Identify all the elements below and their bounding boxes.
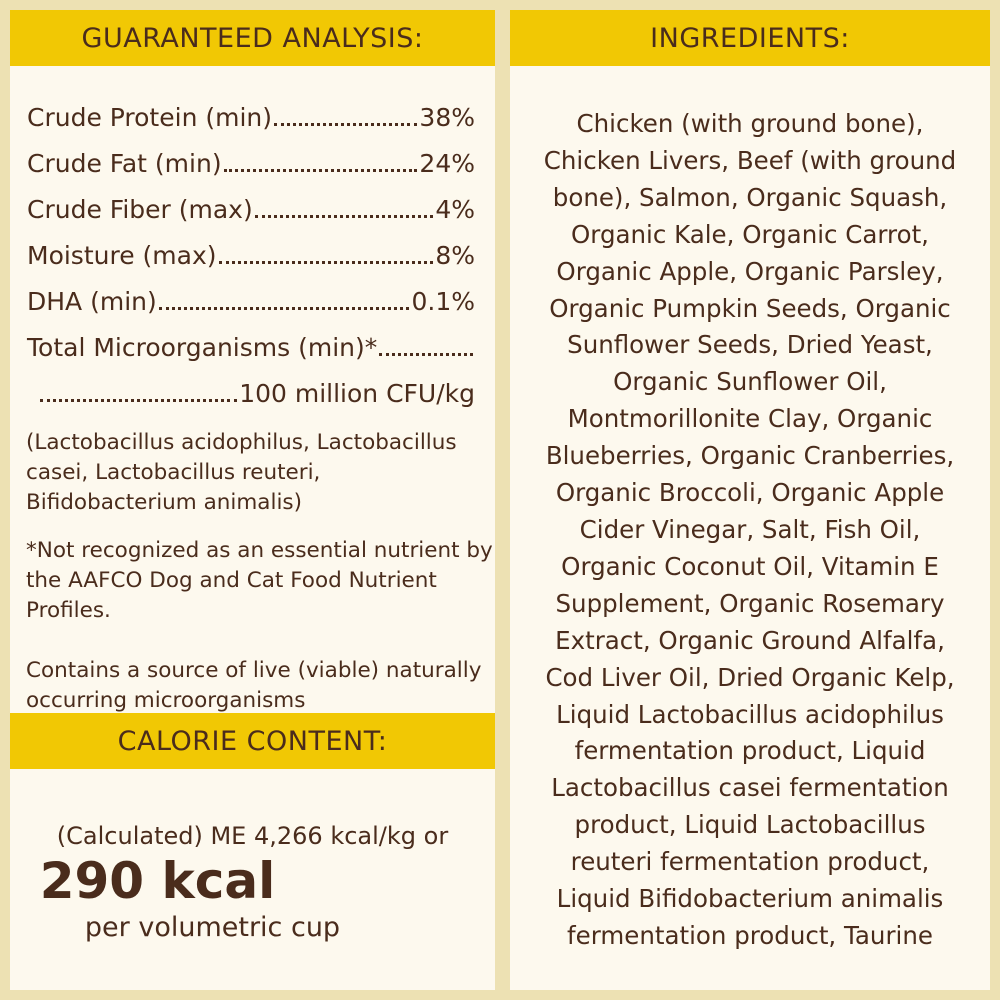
- ingredient-line: Supplement, Organic Rosemary: [555, 588, 945, 618]
- ingredient-line: Liquid Bifidobacterium animalis: [556, 884, 944, 914]
- ingredient-line: Montmorillonite Clay, Organic: [567, 404, 933, 434]
- leader-dots: [223, 169, 418, 172]
- ingredients-panel: INGREDIENTS: Chicken (with ground bone),…: [510, 10, 990, 990]
- analysis-row: Crude Fat (min) 24%: [27, 144, 475, 178]
- ingredients-list: Chicken (with ground bone), Chicken Liver…: [510, 106, 990, 955]
- ingredient-line: Cider Vinegar, Salt, Fish Oil,: [579, 514, 921, 544]
- analysis-label: Moisture (max): [27, 241, 217, 270]
- ingredient-line: Organic Broccoli, Organic Apple: [555, 478, 945, 508]
- analysis-value: 38%: [419, 103, 475, 132]
- analysis-label: Total Microorganisms (min)*: [27, 333, 378, 362]
- calorie-content-header: CALORIE CONTENT:: [10, 713, 495, 769]
- ingredient-line: Organic Coconut Oil, Vitamin E: [561, 551, 939, 581]
- ingredient-line: Sunflower Seeds, Dried Yeast,: [567, 330, 933, 360]
- leader-dots: [254, 215, 434, 218]
- ingredient-line: Organic Sunflower Oil,: [613, 367, 887, 397]
- ingredients-header: INGREDIENTS:: [510, 10, 990, 66]
- ingredient-line: bone), Salmon, Organic Squash,: [552, 182, 948, 212]
- analysis-row: Moisture (max) 8%: [27, 236, 475, 270]
- calorie-calculated: (Calculated) ME 4,266 kcal/kg or: [56, 822, 449, 850]
- analysis-label: Crude Protein (min): [27, 103, 273, 132]
- ingredient-line: Chicken (with ground bone),: [576, 109, 924, 138]
- leader-dots: [218, 261, 434, 264]
- ingredient-line: Liquid Lactobacillus acidophilus: [556, 699, 944, 729]
- leader-dots: [379, 353, 473, 356]
- analysis-row: DHA (min) 0.1%: [27, 282, 475, 316]
- live-microorganisms-note: Contains a source of live (viable) natur…: [26, 658, 482, 713]
- analysis-value: 100 million CFU/kg: [239, 379, 475, 408]
- ingredient-line: reuteri fermentation product,: [570, 847, 930, 877]
- ingredient-line: Chicken Livers, Beef (with ground: [543, 145, 957, 175]
- ingredient-line: Organic Apple, Organic Parsley,: [556, 256, 944, 286]
- ingredient-line: Blueberries, Organic Cranberries,: [545, 441, 955, 471]
- analysis-row: Total Microorganisms (min)*: [27, 328, 475, 362]
- analysis-row: Crude Protein (min) 38%: [27, 98, 475, 132]
- ingredient-line: product, Liquid Lactobacillus: [574, 810, 926, 840]
- leader-dots: [274, 123, 418, 126]
- ingredient-line: Extract, Organic Ground Alfalfa,: [555, 625, 945, 655]
- leader-dots: [158, 307, 410, 310]
- analysis-row: 100 million CFU/kg: [38, 374, 475, 408]
- calorie-big: 290 kcal: [39, 852, 276, 910]
- calorie-per-cup: per volumetric cup: [84, 912, 341, 943]
- analysis-value: 0.1%: [411, 287, 475, 316]
- footnote-text: *Not recognized as an essential nutrient…: [26, 538, 493, 623]
- analysis-label: Crude Fiber (max): [27, 195, 253, 224]
- ingredient-line: Cod Liver Oil, Dried Organic Kelp,: [545, 662, 955, 692]
- leader-dots: [40, 399, 238, 402]
- strains-text: (Lactobacillus acidophilus, Lactobacillu…: [26, 430, 457, 515]
- analysis-value: 8%: [435, 241, 475, 270]
- ingredient-line: Organic Pumpkin Seeds, Organic: [549, 293, 951, 323]
- analysis-value: 24%: [419, 149, 475, 178]
- ingredient-line: Organic Kale, Organic Carrot,: [571, 219, 929, 249]
- ingredient-line: fermentation product, Taurine: [567, 920, 933, 950]
- ingredient-line: Lactobacillus casei fermentation: [551, 773, 949, 803]
- analysis-label: DHA (min): [27, 287, 157, 316]
- ingredient-line: fermentation product, Liquid: [574, 736, 926, 766]
- analysis-label: Crude Fat (min): [27, 149, 222, 178]
- analysis-row: Crude Fiber (max) 4%: [27, 190, 475, 224]
- guaranteed-analysis-header: GUARANTEED ANALYSIS:: [10, 10, 495, 66]
- analysis-value: 4%: [435, 195, 475, 224]
- guaranteed-analysis-panel: GUARANTEED ANALYSIS: Crude Protein (min)…: [10, 10, 495, 990]
